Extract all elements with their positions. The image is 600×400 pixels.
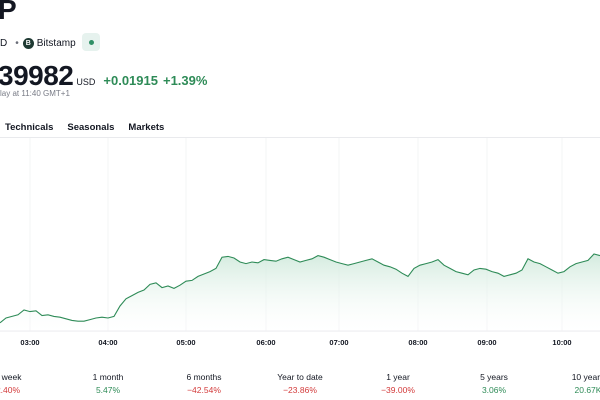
period-item[interactable]: 10 years 20.67K (543, 372, 600, 396)
x-tick-label: 04:00 (98, 338, 117, 347)
period-item[interactable]: Year to date −23.86% (255, 372, 345, 396)
period-label: 1 month (92, 372, 124, 382)
symbol-title: P (0, 0, 17, 25)
period-value: 20.67K (574, 385, 600, 395)
price-change: +0.01915 (103, 73, 158, 88)
x-tick-label: 08:00 (408, 338, 427, 347)
quote-timestamp: lay at 11:40 GMT+1 (0, 89, 70, 98)
period-value: −23.86% (283, 385, 317, 395)
tab-technicals[interactable]: Technicals (5, 122, 54, 133)
price-currency: USD (76, 77, 96, 87)
price-change-percent: +1.39% (162, 73, 208, 88)
period-value: −42.54% (187, 385, 221, 395)
period-item[interactable]: 5 years 3.06% (449, 372, 539, 396)
period-item[interactable]: 1 year −39.00% (353, 372, 443, 396)
x-tick-label: 03:00 (20, 338, 39, 347)
period-label: 5 years (480, 372, 508, 382)
period-label: 1 week (0, 372, 22, 382)
period-value: −39.00% (381, 385, 415, 395)
symbol-subrow: D • B Bitstamp (0, 34, 89, 52)
x-tick-label: 07:00 (329, 338, 348, 347)
section-tabs: Technicals Seasonals Markets (5, 122, 178, 133)
period-label: 1 year (386, 372, 410, 382)
period-value: 3.06% (481, 385, 507, 395)
performance-periods: 1 week 2.40% 1 month 5.47% 6 months −42.54% Ye… (0, 372, 600, 400)
period-item[interactable]: 1 month 5.47% (63, 372, 153, 396)
period-value: 5.47% (95, 385, 121, 395)
tabs-divider (0, 137, 600, 138)
tab-seasonals[interactable]: Seasonals (67, 122, 115, 133)
period-label: 6 months (186, 372, 222, 382)
period-label: 10 years (571, 372, 600, 382)
exchange-name: Bitstamp (36, 37, 76, 49)
live-dot-icon (88, 39, 94, 45)
x-tick-label: 09:00 (477, 338, 496, 347)
last-price: 39982 (0, 60, 74, 91)
period-value: 2.40% (0, 385, 21, 395)
bitstamp-icon: B (22, 37, 34, 49)
period-item[interactable]: 1 week 2.40% (0, 372, 53, 396)
currency-fragment: D (0, 37, 8, 49)
market-status-button[interactable] (82, 33, 100, 51)
x-tick-label: 05:00 (176, 338, 195, 347)
price-area (0, 254, 600, 331)
period-label: Year to date (277, 372, 323, 382)
x-axis: 03:00 04:00 05:00 06:00 07:00 08:00 09:00 10:00 (20, 338, 571, 347)
price-line (0, 253, 600, 324)
price-chart[interactable]: 03:00 04:00 05:00 06:00 07:00 08:00 09:00 10:00 (0, 138, 600, 348)
x-tick-label: 06:00 (256, 338, 275, 347)
period-item[interactable]: 6 months −42.54% (159, 372, 249, 396)
price-row: 39982 USD +0.01915 +1.39% (0, 60, 207, 92)
x-tick-label: 10:00 (552, 338, 571, 347)
separator-dot: • (15, 37, 19, 49)
exchange-selector[interactable]: B Bitstamp (22, 37, 89, 49)
tab-markets[interactable]: Markets (128, 122, 165, 133)
